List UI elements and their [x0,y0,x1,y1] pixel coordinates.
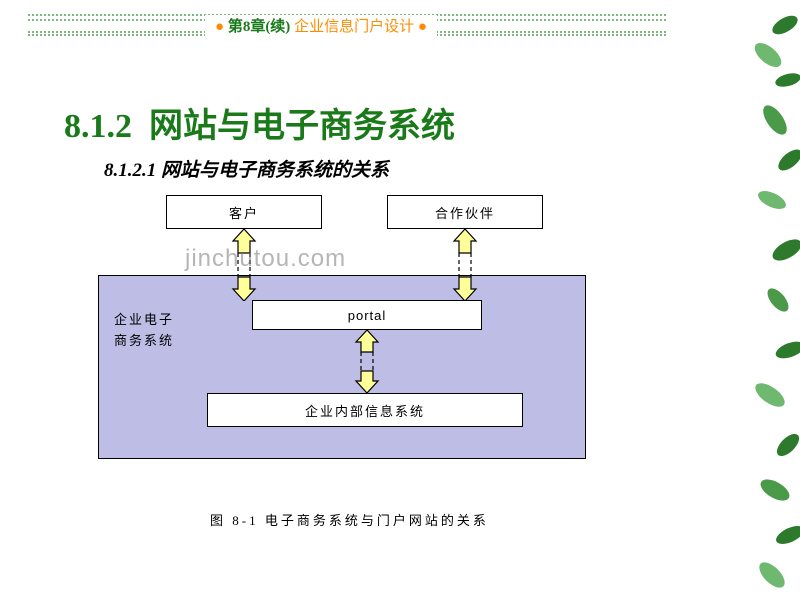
bullet-right: ● [418,19,427,35]
internal-system-box: 企业内部信息系统 [207,393,523,427]
ecommerce-system-label: 企业电子 商务系统 [114,310,174,352]
portal-box: portal [252,300,482,330]
figure-caption: 图 8-1 电子商务系统与门户网站的关系 [210,510,489,529]
chapter-header: ● 第8章(续) 企业信息门户设计 ● [205,15,437,36]
subsection-number: 8.1.2.1 [104,160,156,181]
arrow-customer-portal [223,229,265,301]
subsection-heading: 8.1.2.1 网站与电子商务系统的关系 [104,155,389,182]
bullet-left: ● [215,19,224,35]
partner-box: 合作伙伴 [387,195,543,229]
section-number: 8.1.2 [64,108,132,145]
customer-box: 客户 [166,195,322,229]
chapter-title: 企业信息门户设计 [294,19,414,35]
arrow-partner-portal [444,229,486,301]
section-heading: 8.1.2 网站与电子商务系统 [64,98,455,147]
section-title: 网站与电子商务系统 [149,108,455,145]
leaf-decoration [690,0,800,600]
relationship-diagram: 企业电子 商务系统 客户 合作伙伴 portal 企业内部信息系统 [98,195,586,505]
subsection-title: 网站与电子商务系统的关系 [161,160,389,181]
chapter-number: 第8章(续) [228,19,291,35]
arrow-portal-internal [346,330,388,393]
